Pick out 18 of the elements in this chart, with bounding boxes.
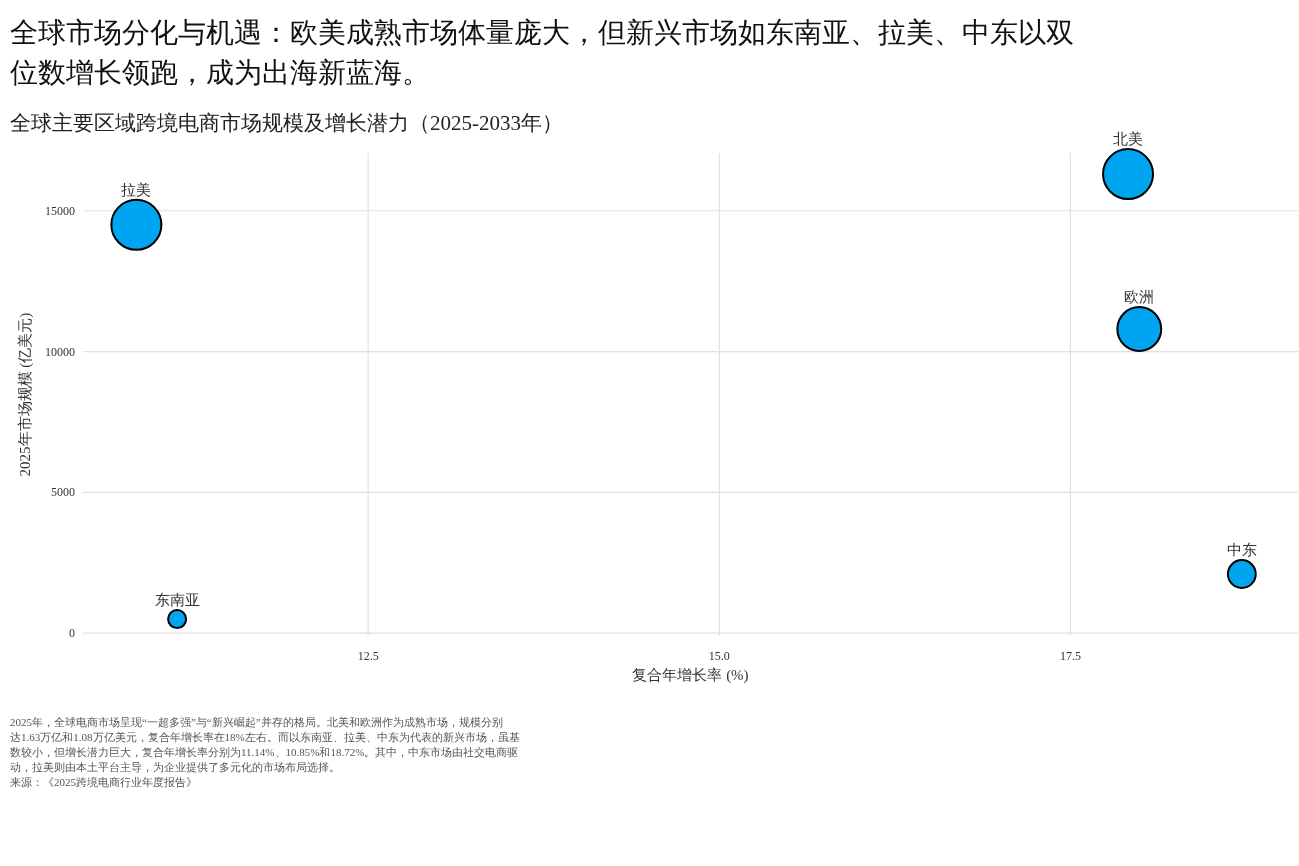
text: 2025年，全球电商市场呈现“一超多强”与“新兴崛起”并存的格局。北美和欧洲作为成熟市场，规模分别达1.63万亿和1.08万亿美元，复合年增长率在18%左右。而以东南亚、拉美、中东为代表的新兴市场，虽基数较小，但增长潜力巨大，复合年增长率分别为11.14%、10.85%和18.72%。其中，中东市场由社交电商驱动，拉美则由本土平台主导，为企业提供了多元化的市场布局选择。 [10, 716, 520, 773]
series-label: 东南亚 [154, 592, 200, 609]
x-tick-label: 12.5 [357, 649, 379, 663]
chart-title: 全球市场分化与机遇：欧美成熟市场体量庞大，但新兴市场如东南亚、拉美、中东以双位数增长领跑，成为出海新蓝海。 [10, 17, 1074, 88]
y-tick-label: 10000 [45, 344, 75, 359]
y-tick-label: 5000 [51, 485, 75, 500]
series-label: 欧洲 [1124, 289, 1155, 306]
y-tick-label: 0 [69, 626, 75, 641]
series-label: 北美 [1113, 131, 1144, 148]
series-label: 拉美 [121, 181, 152, 198]
x-tick-label: 17.5 [1059, 649, 1081, 663]
x-tick-label: 15.0 [708, 649, 730, 663]
x-axis-title: 复合年增长率 (%) [632, 667, 749, 684]
series-label: 中东 [1226, 542, 1257, 559]
source-note: 来源：《2025跨境电商行业年度报告》 [10, 776, 197, 788]
y-axis-title: 2025年市场规模 (亿美元) [17, 312, 34, 477]
chart-subtitle: 全球主要区域跨境电商市场规模及增长潜力（2025-2033年） [10, 111, 563, 135]
y-tick-label: 15000 [45, 203, 75, 218]
